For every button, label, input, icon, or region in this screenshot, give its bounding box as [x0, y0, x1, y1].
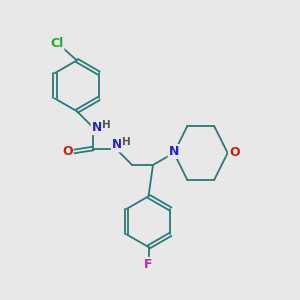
- Text: F: F: [144, 258, 153, 271]
- Text: N: N: [92, 121, 102, 134]
- Text: N: N: [112, 138, 122, 152]
- Text: N: N: [169, 145, 179, 158]
- Text: O: O: [229, 146, 239, 160]
- Text: H: H: [102, 120, 111, 130]
- Text: H: H: [122, 137, 130, 147]
- Text: Cl: Cl: [50, 38, 64, 50]
- Text: O: O: [62, 145, 73, 158]
